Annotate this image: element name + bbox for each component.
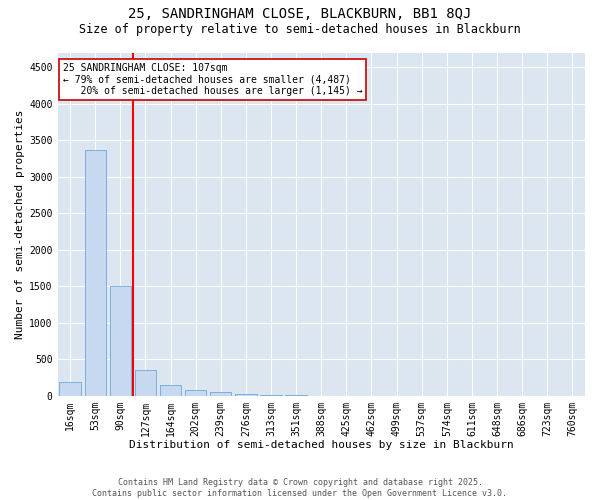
Text: Size of property relative to semi-detached houses in Blackburn: Size of property relative to semi-detach… — [79, 22, 521, 36]
Y-axis label: Number of semi-detached properties: Number of semi-detached properties — [15, 110, 25, 339]
Text: 25 SANDRINGHAM CLOSE: 107sqm
← 79% of semi-detached houses are smaller (4,487)
 : 25 SANDRINGHAM CLOSE: 107sqm ← 79% of se… — [63, 63, 362, 96]
Bar — [160, 386, 181, 396]
Bar — [59, 382, 81, 396]
Bar — [185, 390, 206, 396]
X-axis label: Distribution of semi-detached houses by size in Blackburn: Distribution of semi-detached houses by … — [129, 440, 514, 450]
Bar — [135, 370, 156, 396]
Text: Contains HM Land Registry data © Crown copyright and database right 2025.
Contai: Contains HM Land Registry data © Crown c… — [92, 478, 508, 498]
Bar — [235, 394, 257, 396]
Text: 25, SANDRINGHAM CLOSE, BLACKBURN, BB1 8QJ: 25, SANDRINGHAM CLOSE, BLACKBURN, BB1 8Q… — [128, 8, 472, 22]
Bar — [210, 392, 232, 396]
Bar — [85, 150, 106, 396]
Bar — [110, 286, 131, 396]
